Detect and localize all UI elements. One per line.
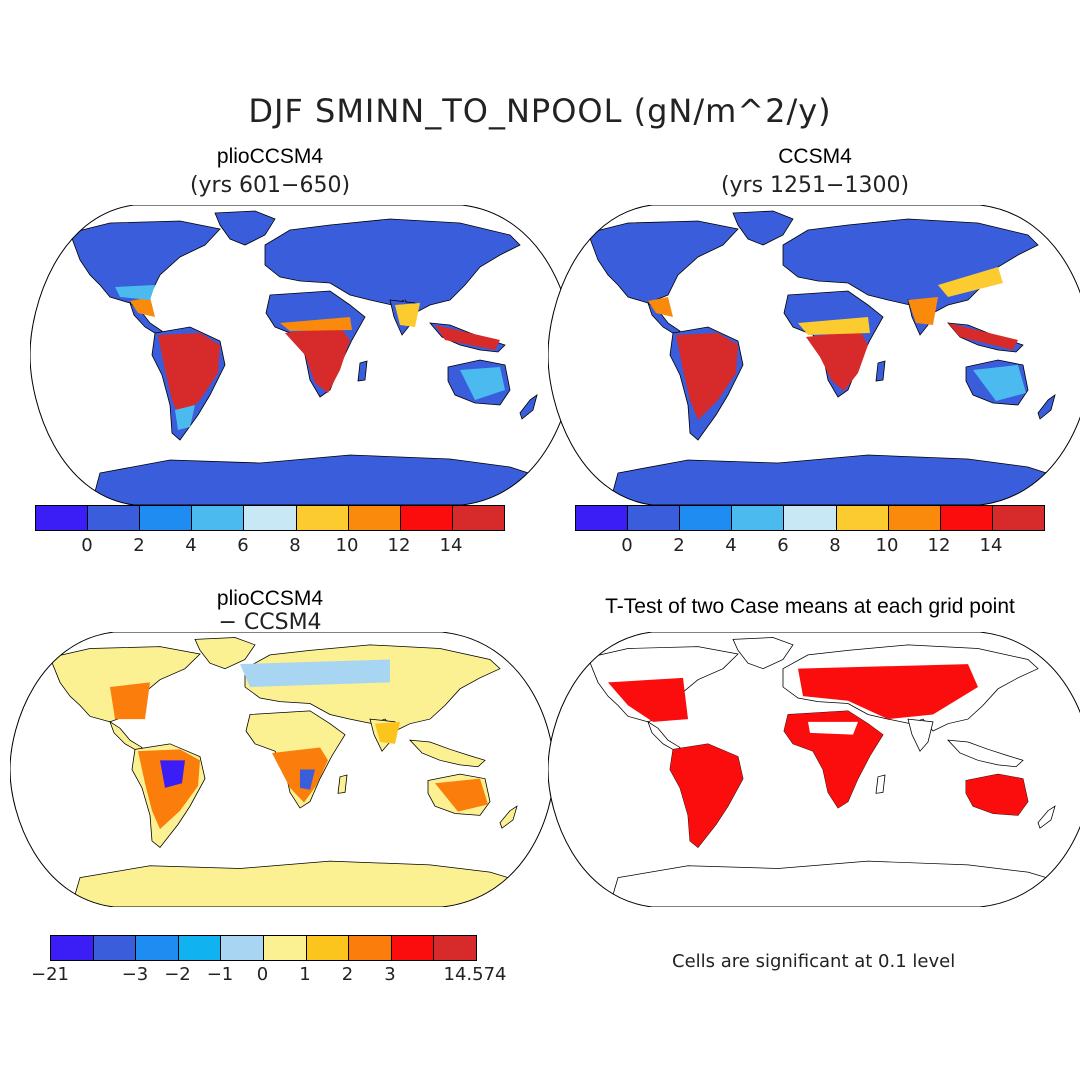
colorbar-swatch: [452, 506, 504, 530]
colorbar-tick-label: 12: [927, 535, 951, 556]
colorbar-tick-label: 0: [621, 535, 633, 556]
colorbar-tick-label: 12: [387, 535, 411, 556]
colorbar-pliocene-labels: 0 2 4 6 8 10 12 14: [35, 535, 503, 561]
colorbar-tick-label: 14.574: [443, 964, 507, 985]
colorbar-swatch: [349, 936, 392, 960]
colorbar-tick-label: 3: [384, 964, 396, 985]
colorbar-swatch: [348, 506, 401, 530]
colorbar-tick-label: 2: [133, 535, 145, 556]
colorbar-ccsm4: [575, 505, 1045, 531]
map-pliocene: [30, 205, 574, 505]
colorbar-swatch: [51, 936, 94, 960]
colorbar-swatch: [178, 936, 222, 960]
panel3-subtitle: − CCSM4: [218, 610, 322, 635]
colorbar-swatch: [888, 506, 941, 530]
colorbar-difference-labels: −21 −3 −2 −1 0 1 2 3 14.574: [31, 964, 506, 990]
colorbar-swatch: [576, 506, 629, 530]
figure-title: DJF SMINN_TO_NPOOL (gN/m^2/y): [248, 92, 832, 130]
colorbar-swatch: [400, 506, 453, 530]
map-difference: [10, 632, 554, 907]
panel2-title: CCSM4: [778, 145, 852, 168]
colorbar-tick-label: 4: [725, 535, 737, 556]
colorbar-swatch: [140, 506, 193, 530]
colorbar-swatch: [136, 936, 179, 960]
colorbar-tick-label: 14: [439, 535, 463, 556]
colorbar-tick-label: 4: [185, 535, 197, 556]
colorbar-swatch: [628, 506, 681, 530]
panel2-subtitle: (yrs 1251−1300): [720, 173, 910, 198]
colorbar-swatch: [296, 506, 349, 530]
colorbar-tick-label: 8: [829, 535, 841, 556]
colorbar-tick-label: 1: [299, 964, 311, 985]
panel4-title: T-Test of two Case means at each grid po…: [605, 595, 1015, 618]
colorbar-swatch: [784, 506, 837, 530]
map-ccsm4: [548, 205, 1080, 505]
colorbar-swatch: [263, 936, 307, 960]
colorbar-swatch: [391, 936, 435, 960]
ttest-significance-note: Cells are significant at 0.1 level: [672, 951, 956, 972]
colorbar-swatch: [192, 506, 245, 530]
colorbar-pliocene: [35, 505, 505, 531]
colorbar-swatch: [836, 506, 889, 530]
colorbar-tick-label: 10: [335, 535, 359, 556]
panel1-subtitle: (yrs 601−650): [189, 173, 351, 198]
colorbar-swatch: [306, 936, 350, 960]
colorbar-swatch: [36, 506, 89, 530]
colorbar-swatch: [732, 506, 785, 530]
colorbar-tick-label: 8: [289, 535, 301, 556]
colorbar-tick-label: 0: [256, 964, 269, 985]
colorbar-swatch: [88, 506, 141, 530]
colorbar-tick-label: 6: [237, 535, 249, 556]
colorbar-difference: [50, 935, 477, 961]
map-ttest: [548, 632, 1080, 907]
colorbar-tick-label: 6: [777, 535, 789, 556]
colorbar-ccsm4-labels: 0 2 4 6 8 10 12 14: [575, 535, 1043, 561]
colorbar-swatch: [93, 936, 137, 960]
colorbar-tick-label: 2: [673, 535, 685, 556]
colorbar-tick-label: −21: [31, 964, 69, 985]
panel3-title: plioCCSM4: [216, 587, 324, 610]
colorbar-tick-label: −3: [121, 964, 149, 985]
colorbar-tick-label: 2: [341, 964, 354, 985]
colorbar-tick-label: −1: [206, 964, 234, 985]
colorbar-tick-label: −2: [164, 964, 191, 985]
colorbar-tick-label: 10: [875, 535, 899, 556]
colorbar-tick-label: 0: [81, 535, 93, 556]
colorbar-swatch: [434, 936, 476, 960]
colorbar-swatch: [680, 506, 733, 530]
colorbar-swatch: [940, 506, 993, 530]
colorbar-swatch: [221, 936, 264, 960]
colorbar-tick-label: 14: [979, 535, 1003, 556]
colorbar-swatch: [992, 506, 1044, 530]
colorbar-swatch: [244, 506, 297, 530]
panel1-title: plioCCSM4: [216, 145, 324, 168]
